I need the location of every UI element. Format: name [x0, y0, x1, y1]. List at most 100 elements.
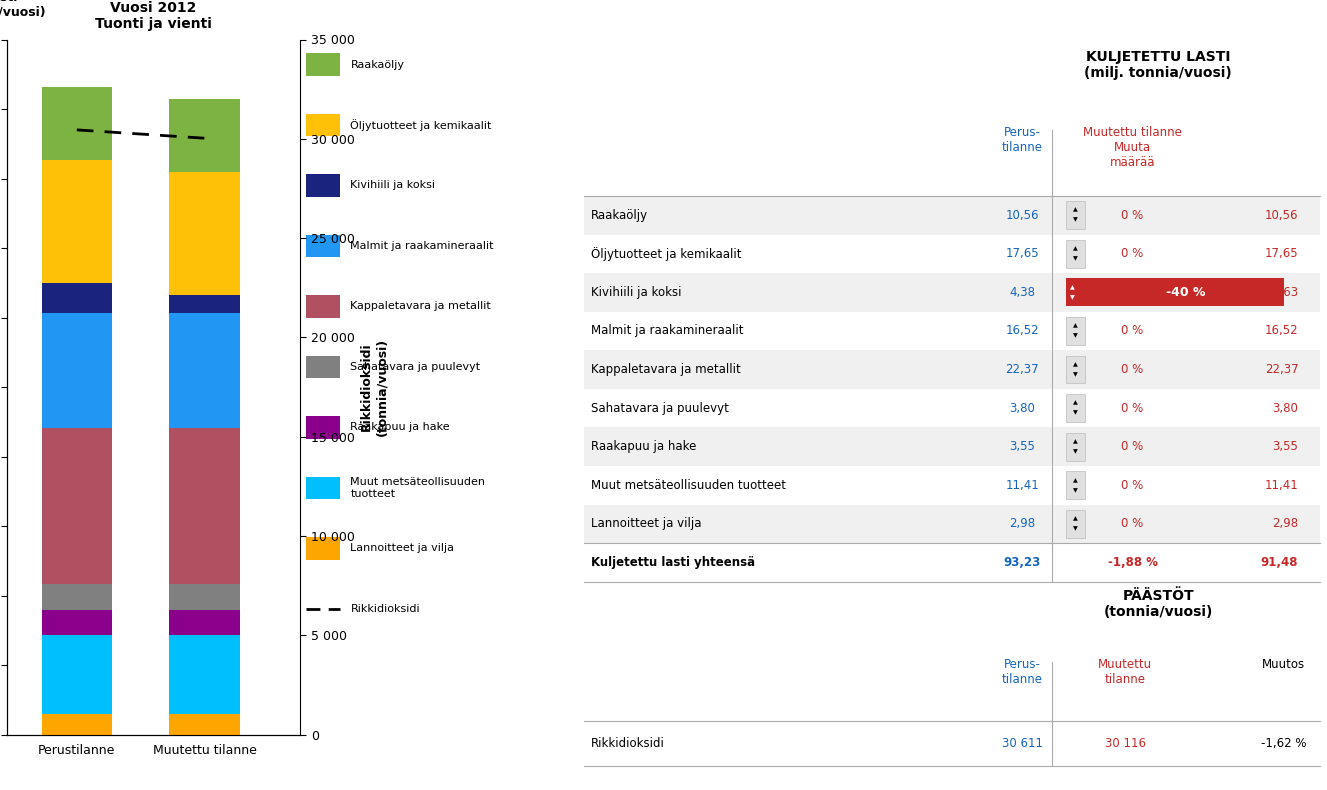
Text: ▲: ▲: [1074, 517, 1078, 521]
Text: Kivihiili ja koksi: Kivihiili ja koksi: [350, 180, 435, 190]
Text: ▼: ▼: [1074, 218, 1078, 223]
Text: 16,52: 16,52: [1006, 325, 1039, 337]
Bar: [41, 428, 111, 584]
Bar: [1067, 510, 1084, 538]
Bar: [170, 99, 240, 172]
Text: Kuljetettu lasti yhteensä: Kuljetettu lasti yhteensä: [592, 556, 755, 569]
Text: 3,55: 3,55: [1009, 440, 1035, 453]
Bar: [1067, 201, 1084, 229]
Bar: [584, 273, 1320, 312]
Bar: [1067, 433, 1084, 461]
Text: Lannoitteet ja vilja: Lannoitteet ja vilja: [350, 544, 454, 553]
Text: Raakapuu ja hake: Raakapuu ja hake: [592, 440, 697, 453]
Text: Malmit ja raakamineraalit: Malmit ja raakamineraalit: [592, 325, 744, 337]
Bar: [305, 54, 340, 76]
Text: 0 %: 0 %: [1121, 479, 1144, 492]
Bar: [1067, 240, 1084, 268]
Text: ▲: ▲: [1074, 478, 1078, 483]
Text: Malmit ja raakamineraalit: Malmit ja raakamineraalit: [350, 241, 494, 251]
Text: -40 %: -40 %: [1166, 286, 1206, 299]
Bar: [584, 196, 1320, 235]
Text: ▼: ▼: [1070, 295, 1075, 300]
Text: ▲: ▲: [1074, 362, 1078, 367]
Text: Rikkidioksidi: Rikkidioksidi: [350, 604, 421, 614]
Bar: [170, 428, 240, 584]
Text: Lannoitteet ja vilja: Lannoitteet ja vilja: [592, 517, 702, 530]
Text: Rikkidioksidi: Rikkidioksidi: [592, 737, 665, 750]
Bar: [41, 610, 111, 634]
Text: Kuljetettu lasti
(milj. tonnia/vuosi): Kuljetettu lasti (milj. tonnia/vuosi): [0, 0, 45, 19]
Text: 0 %: 0 %: [1121, 209, 1144, 222]
Bar: [170, 610, 240, 634]
Text: Muutos: Muutos: [1262, 658, 1306, 672]
Text: Kivihiili ja koksi: Kivihiili ja koksi: [592, 286, 682, 299]
Bar: [170, 584, 240, 610]
Text: 30 116: 30 116: [1104, 737, 1145, 750]
Text: Muut metsäteollisuuden tuotteet: Muut metsäteollisuuden tuotteet: [592, 479, 787, 492]
Text: ▼: ▼: [1074, 411, 1078, 416]
Bar: [305, 175, 340, 197]
Text: 10,56: 10,56: [1006, 209, 1039, 222]
Text: Perus-
tilanne: Perus- tilanne: [1002, 126, 1043, 154]
Bar: [305, 537, 340, 559]
Text: 0 %: 0 %: [1121, 363, 1144, 376]
Text: 0 %: 0 %: [1121, 440, 1144, 453]
Text: ▼: ▼: [1074, 333, 1078, 338]
Text: 10,56: 10,56: [1265, 209, 1298, 222]
Bar: [170, 313, 240, 428]
Bar: [41, 634, 111, 714]
Text: 0 %: 0 %: [1121, 401, 1144, 415]
Bar: [305, 416, 340, 438]
Bar: [1067, 279, 1283, 307]
Text: Kappaletavara ja metallit: Kappaletavara ja metallit: [592, 363, 740, 376]
Text: Sahatavara ja puulevyt: Sahatavara ja puulevyt: [350, 362, 480, 372]
Bar: [41, 160, 111, 283]
Bar: [305, 356, 340, 378]
Text: ▼: ▼: [1074, 450, 1078, 454]
Text: Raakaöljy: Raakaöljy: [592, 209, 649, 222]
Text: 0 %: 0 %: [1121, 517, 1144, 530]
Text: ▼: ▼: [1074, 526, 1078, 532]
Text: ▲: ▲: [1074, 439, 1078, 444]
Text: Raakapuu ja hake: Raakapuu ja hake: [350, 423, 450, 432]
Bar: [1067, 394, 1084, 422]
Text: Raakaöljy: Raakaöljy: [350, 59, 405, 70]
Text: KULJETETTU LASTI
(milj. tonnia/vuosi): KULJETETTU LASTI (milj. tonnia/vuosi): [1084, 50, 1233, 80]
Text: ▲: ▲: [1074, 208, 1078, 213]
Text: Muutettu
tilanne: Muutettu tilanne: [1099, 658, 1152, 687]
Text: 91,48: 91,48: [1261, 556, 1298, 569]
Text: Muutettu tilanne
Muuta
määrää: Muutettu tilanne Muuta määrää: [1083, 126, 1182, 169]
Text: ▼: ▼: [1074, 372, 1078, 377]
Text: -1,62 %: -1,62 %: [1261, 737, 1306, 750]
Text: ▲: ▲: [1074, 323, 1078, 329]
Text: Perus-
tilanne: Perus- tilanne: [1002, 658, 1043, 687]
Text: PÄÄSTÖT
(tonnia/vuosi): PÄÄSTÖT (tonnia/vuosi): [1104, 589, 1213, 619]
Text: -1,88 %: -1,88 %: [1108, 556, 1157, 569]
Text: 3,80: 3,80: [1273, 401, 1298, 415]
Text: 2,98: 2,98: [1009, 517, 1035, 530]
Bar: [170, 634, 240, 714]
Bar: [584, 505, 1320, 544]
Text: ▲: ▲: [1070, 285, 1075, 290]
Bar: [41, 584, 111, 610]
Text: Muut metsäteollisuuden
tuotteet: Muut metsäteollisuuden tuotteet: [350, 477, 486, 498]
Text: 11,41: 11,41: [1265, 479, 1298, 492]
Text: ▲: ▲: [1074, 401, 1078, 405]
Title: Vuosi 2012
Tuonti ja vienti: Vuosi 2012 Tuonti ja vienti: [96, 2, 212, 32]
Text: Öljytuotteet ja kemikaalit: Öljytuotteet ja kemikaalit: [592, 246, 742, 261]
Text: 22,37: 22,37: [1006, 363, 1039, 376]
Bar: [41, 714, 111, 735]
Text: 4,38: 4,38: [1009, 286, 1035, 299]
Bar: [41, 283, 111, 313]
Bar: [41, 313, 111, 428]
Text: ▲: ▲: [1074, 246, 1078, 251]
Text: 22,37: 22,37: [1265, 363, 1298, 376]
Bar: [305, 477, 340, 499]
Text: 11,41: 11,41: [1006, 479, 1039, 492]
Text: 3,80: 3,80: [1009, 401, 1035, 415]
Bar: [584, 427, 1320, 466]
Bar: [1067, 317, 1084, 345]
Text: 17,65: 17,65: [1265, 247, 1298, 260]
Text: Sahatavara ja puulevyt: Sahatavara ja puulevyt: [592, 401, 729, 415]
Text: Öljytuotteet ja kemikaalit: Öljytuotteet ja kemikaalit: [350, 119, 492, 131]
